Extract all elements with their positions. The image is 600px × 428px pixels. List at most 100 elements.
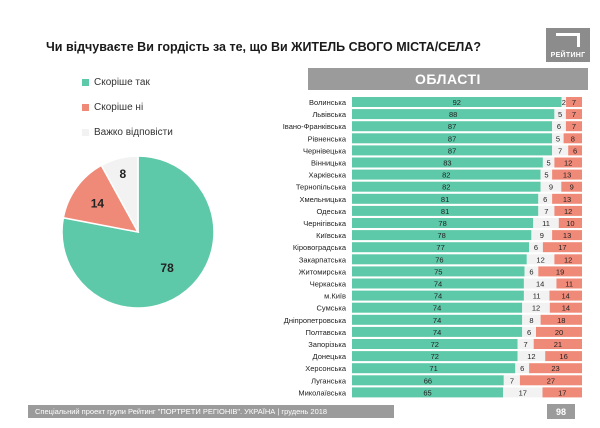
bar-value-hard: 11 [533,292,541,301]
region-label: Донецька [313,352,347,361]
bar-segment-no [554,205,582,216]
bar-segment-no [549,302,582,313]
bar-value-no: 16 [559,352,567,361]
bar-value-hard: 5 [558,110,562,119]
footer-bar: Спеціальний проект групи Рейтинг "ПОРТРЕ… [28,405,394,418]
region-label: Миколаївська [298,388,346,397]
bar-value-yes: 72 [431,340,439,349]
legend-label-yes: Скоріше так [94,76,150,88]
bar-segment-hard [503,387,543,398]
region-label: Рівненська [308,134,347,143]
bar-segment-no [540,314,582,325]
bar-value-no: 18 [557,316,565,325]
region-label: Херсонська [305,364,347,373]
bar-segment-yes [352,157,543,168]
bar-value-yes: 66 [424,376,432,385]
bar-value-yes: 82 [442,171,450,180]
bar-value-hard: 7 [558,146,562,155]
bar-segment-no [542,242,582,253]
bar-value-no: 7 [572,98,576,107]
bar-value-yes: 75 [434,267,442,276]
pie-legend: Скоріше так Скоріше ні Важко відповісти [82,76,173,151]
bar-segment-hard [522,326,536,337]
bar-value-no: 10 [566,219,574,228]
bar-value-hard: 5 [547,159,551,168]
bar-value-hard: 6 [520,364,524,373]
bar-value-hard: 8 [529,316,533,325]
bar-value-yes: 76 [435,255,443,264]
bar-value-yes: 87 [448,134,456,143]
bar-value-yes: 87 [448,146,456,155]
bar-value-yes: 87 [448,122,456,131]
bar-value-yes: 81 [441,195,449,204]
bar-value-hard: 6 [534,243,538,252]
bar-segment-yes [352,218,534,228]
bar-value-hard: 17 [519,388,527,397]
bar-segment-yes [352,97,562,107]
bar-value-no: 13 [563,195,571,204]
bar-segment-hard [533,218,559,228]
bar-segment-hard [531,230,553,241]
bar-segment-no [556,278,582,289]
bar-segment-yes [352,133,553,144]
region-label: Кіровоградська [293,243,347,252]
bar-value-hard: 6 [527,328,531,337]
bar-value-hard: 6 [543,195,547,204]
bar-segment-hard [522,302,550,313]
bar-segment-no [545,351,582,362]
bar-segment-hard [503,375,520,386]
bar-segment-hard [561,97,567,107]
pie-slice-no [62,164,140,234]
bar-segment-yes [352,363,516,374]
regions-header: ОБЛАСТІ [308,68,588,90]
bar-segment-no [568,145,582,156]
legend-swatch-no [82,103,89,111]
bar-segment-yes [352,302,523,313]
bar-value-hard: 14 [536,280,544,289]
bar-value-hard: 12 [532,304,540,313]
legend-item-hard: Важко відповісти [82,126,173,138]
bar-segment-no [552,230,582,241]
bar-segment-no [552,169,582,180]
bar-value-no: 21 [554,340,562,349]
bar-segment-hard [552,133,564,144]
bar-value-yes: 74 [434,280,442,289]
legend-swatch-hard [82,128,89,136]
bar-value-no: 6 [573,146,577,155]
bar-segment-no [533,339,582,349]
bar-value-no: 17 [558,243,566,252]
bar-segment-no [566,97,582,107]
bar-segment-no [558,218,582,228]
bar-segment-yes [352,314,523,325]
bar-segment-yes [352,109,555,120]
bar-value-no: 12 [564,207,572,216]
chart-title: Чи відчуваєте Ви гордість за те, що Ви Ж… [46,40,481,54]
region-label: Івано-Франківська [283,122,347,131]
region-label: Луганська [311,376,347,385]
bar-value-yes: 78 [438,219,446,228]
pie-slice-hard [100,155,139,233]
bar-value-hard: 9 [540,231,544,240]
bar-segment-hard [523,290,550,301]
bar-segment-hard [552,145,569,156]
bar-segment-yes [352,339,518,349]
bar-value-hard: 7 [544,207,548,216]
bar-value-yes: 92 [453,98,461,107]
region-label: Чернігівська [303,219,347,228]
logo-mark-icon [556,33,580,47]
bar-segment-no [561,181,582,192]
bar-segment-yes [352,145,553,156]
bar-segment-yes [352,242,530,253]
bar-value-hard: 6 [529,267,533,276]
bar-segment-hard [538,193,553,204]
bar-value-yes: 82 [442,183,450,192]
bar-segment-yes [352,254,527,265]
bar-value-hard: 9 [549,183,553,192]
logo-text: РЕЙТИНГ [550,52,586,59]
bar-value-yes: 77 [436,243,444,252]
bar-value-no: 8 [571,134,575,143]
bar-value-no: 9 [570,183,574,192]
region-label: Житомирська [299,267,347,276]
bar-value-hard: 11 [542,219,550,228]
bar-segment-yes [352,387,504,398]
